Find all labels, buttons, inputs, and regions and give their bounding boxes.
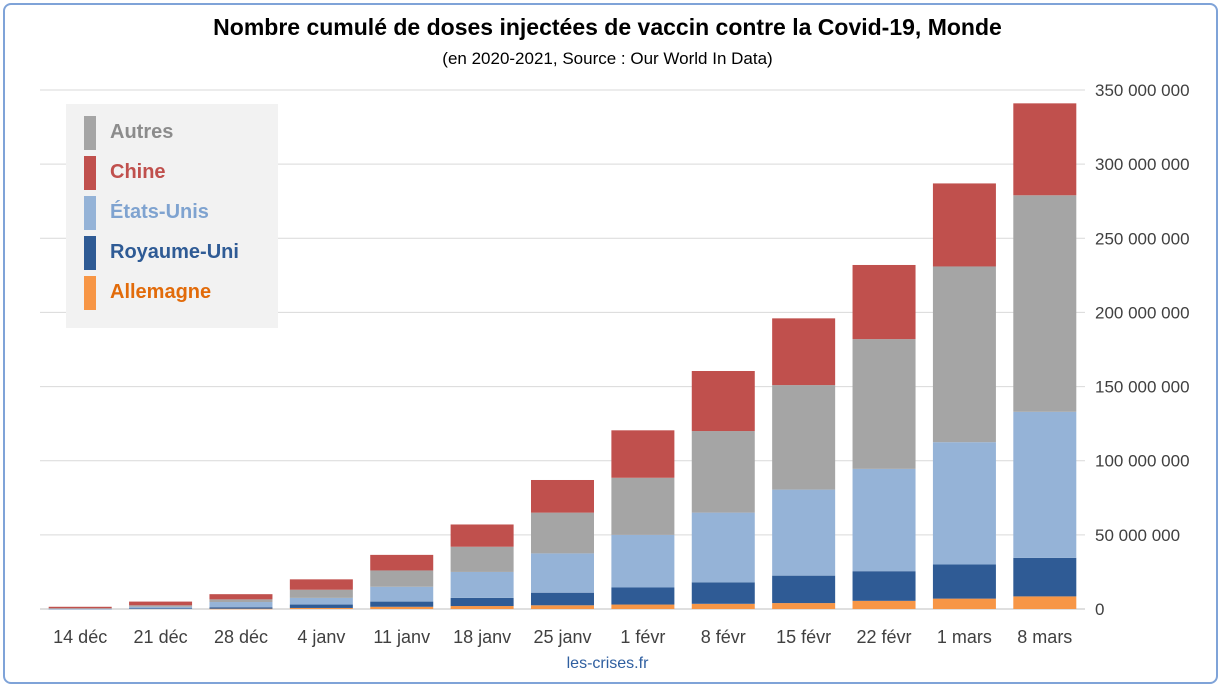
- legend-swatch: [84, 196, 96, 230]
- bar-segment: [370, 570, 434, 587]
- y-tick-label: 50 000 000: [1095, 526, 1180, 545]
- bar-segment: [209, 594, 273, 600]
- bar-segment: [129, 605, 193, 607]
- bar-segment: [48, 608, 112, 610]
- legend-swatch: [84, 156, 96, 190]
- bar-segment: [852, 571, 916, 601]
- legend-label: Allemagne: [110, 281, 212, 303]
- bar-segment: [531, 592, 594, 606]
- bar-segment: [932, 442, 996, 565]
- y-tick-label: 300 000 000: [1095, 155, 1190, 174]
- source-label: les-crises.fr: [566, 655, 649, 672]
- y-tick-label: 100 000 000: [1095, 452, 1190, 471]
- bar-segment: [691, 371, 755, 432]
- bar-segment: [450, 606, 514, 609]
- bar-segment: [209, 608, 273, 610]
- bar-segment: [932, 564, 996, 599]
- bar-segment: [531, 512, 594, 554]
- bar-segment: [450, 546, 514, 572]
- bar-segment: [450, 524, 514, 547]
- bar-segment: [611, 430, 675, 478]
- bar-segment: [129, 601, 193, 606]
- bar-segment: [1013, 557, 1077, 597]
- legend-label: Chine: [110, 161, 166, 183]
- bar-segment: [852, 468, 916, 572]
- x-tick-label: 1 mars: [937, 627, 992, 647]
- bar-segment: [932, 598, 996, 609]
- y-tick-label: 350 000 000: [1095, 81, 1190, 100]
- bar-segment: [370, 554, 434, 571]
- legend-label: Autres: [110, 121, 174, 143]
- bar-segment: [209, 607, 273, 609]
- bar-segment: [209, 599, 273, 603]
- x-tick-label: 21 déc: [134, 627, 188, 647]
- chart-title: Nombre cumulé de doses injectées de vacc…: [213, 14, 1002, 40]
- x-tick-label: 1 févr: [620, 627, 665, 647]
- bar-segment: [289, 589, 353, 598]
- bar-segment: [852, 339, 916, 469]
- x-tick-label: 8 mars: [1017, 627, 1072, 647]
- bar-segment: [611, 534, 675, 588]
- bar-segment: [450, 571, 514, 598]
- bar-segment: [932, 183, 996, 267]
- legend-swatch: [84, 276, 96, 310]
- bar-segment: [370, 601, 434, 607]
- bar-segment: [772, 489, 836, 576]
- y-tick-label: 200 000 000: [1095, 303, 1190, 322]
- bar-segment: [932, 266, 996, 443]
- bar-segment: [611, 587, 675, 605]
- bar-segment: [691, 512, 755, 583]
- bar-segment: [209, 602, 273, 608]
- x-tick-label: 14 déc: [53, 627, 107, 647]
- bar-segment: [1013, 103, 1077, 196]
- x-tick-label: 28 déc: [214, 627, 268, 647]
- bar-segment: [531, 605, 594, 609]
- legend-swatch: [84, 236, 96, 270]
- x-tick-label: 11 janv: [373, 627, 430, 647]
- bar-segment: [289, 597, 353, 605]
- bar-segment: [450, 597, 514, 607]
- bar-segment: [852, 264, 916, 340]
- bar-segment: [48, 606, 112, 609]
- bar-segment: [531, 553, 594, 593]
- chart-legend: Autres Chine États-Unis Royaume-Uni Allemagn…: [66, 104, 278, 328]
- bar-segment: [772, 385, 836, 490]
- bar-segment: [852, 600, 916, 609]
- x-tick-label: 18 janv: [453, 627, 511, 647]
- bar-segment: [531, 479, 594, 513]
- bar-segment: [611, 604, 675, 609]
- bar-segment: [289, 604, 353, 608]
- x-tick-label: 25 janv: [533, 627, 591, 647]
- y-tick-label: 0: [1095, 600, 1104, 619]
- bar-segment: [1013, 596, 1077, 609]
- bar-segment: [772, 575, 836, 604]
- x-tick-label: 15 févr: [776, 627, 831, 647]
- legend-label: Royaume-Uni: [110, 241, 239, 263]
- bar-segment: [289, 579, 353, 590]
- y-tick-label: 250 000 000: [1095, 229, 1190, 248]
- chart-subtitle: (en 2020-2021, Source : Our World In Dat…: [442, 49, 773, 68]
- bar-segment: [1013, 411, 1077, 558]
- x-tick-label: 8 févr: [701, 627, 746, 647]
- bar-segment: [611, 477, 675, 535]
- x-tick-label: 22 févr: [857, 627, 912, 647]
- y-tick-label: 150 000 000: [1095, 378, 1190, 397]
- legend-label: États-Unis: [110, 201, 209, 223]
- bar-segment: [370, 606, 434, 609]
- bar-segment: [772, 603, 836, 609]
- bar-segment: [370, 586, 434, 602]
- bar-segment: [129, 606, 193, 609]
- bar-segment: [1013, 195, 1077, 412]
- bar-segment: [289, 607, 353, 609]
- bar-segment: [691, 582, 755, 604]
- x-tick-label: 4 janv: [297, 627, 345, 647]
- bar-segment: [772, 318, 836, 386]
- bar-segment: [129, 608, 193, 609]
- bar-segment: [691, 431, 755, 513]
- legend-swatch: [84, 116, 96, 150]
- bar-segment: [48, 608, 112, 609]
- bar-segment: [691, 603, 755, 609]
